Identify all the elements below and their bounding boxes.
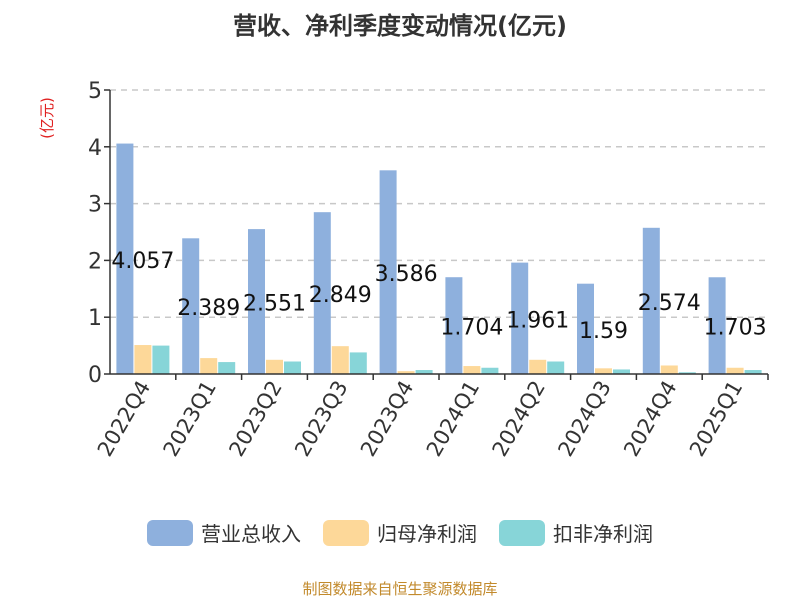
data-label: 3.586	[375, 262, 438, 287]
data-label: 2.574	[638, 291, 701, 316]
bar-1	[313, 212, 331, 374]
x-tick-label: 2023Q2	[224, 377, 286, 461]
data-label: 2.389	[177, 296, 240, 321]
bar-3	[415, 370, 433, 374]
bar-1	[577, 283, 594, 374]
bar-3	[218, 362, 236, 374]
bar-1	[708, 277, 726, 374]
bar-1	[445, 277, 463, 374]
bar-1	[379, 170, 397, 374]
chart-title: 营收、净利季度变动情况(亿元)	[233, 12, 567, 40]
bars	[116, 143, 762, 374]
legend-item[interactable]: 归母净利润	[323, 518, 477, 547]
x-tick-label: 2023Q1	[159, 377, 221, 461]
legend-item[interactable]: 扣非净利润	[499, 518, 653, 547]
x-tick-label: 2022Q4	[93, 377, 155, 461]
data-label: 1.59	[579, 319, 628, 344]
legend-label: 营业总收入	[201, 522, 301, 546]
bar-2	[200, 358, 218, 374]
x-tick-label: 2024Q3	[553, 377, 615, 461]
bar-2	[595, 368, 612, 374]
x-tick-label: 2023Q4	[356, 377, 418, 461]
y-tick-label: 5	[88, 79, 102, 104]
legend-label: 扣非净利润	[553, 522, 653, 546]
bar-2	[463, 366, 481, 374]
x-tick-label: 2024Q4	[619, 377, 681, 461]
bar-3	[547, 361, 565, 374]
y-tick-label: 2	[88, 249, 102, 274]
grid-lines	[110, 89, 768, 318]
y-tick-label: 4	[88, 136, 102, 161]
bar-3	[678, 372, 696, 374]
legend-item[interactable]: 营业总收入	[147, 518, 301, 547]
bar-1	[642, 227, 660, 374]
y-tick-label: 0	[88, 363, 102, 388]
bar-3	[152, 345, 170, 374]
bar-2	[660, 365, 678, 374]
bar-2	[134, 345, 152, 374]
data-label: 2.551	[243, 292, 306, 317]
legend: 营业总收入 归母净利润 扣非净利润	[0, 518, 800, 547]
bar-1	[248, 229, 265, 374]
y-tick-label: 1	[88, 306, 102, 331]
bar-3	[349, 352, 367, 374]
bar-1	[116, 143, 134, 374]
legend-swatch	[499, 519, 545, 546]
bar-3	[481, 367, 499, 374]
legend-label: 归母净利润	[377, 522, 477, 546]
x-tick-label: 2023Q3	[290, 377, 352, 461]
x-tick-label: 2024Q1	[422, 377, 484, 461]
bar-1	[511, 262, 529, 374]
bar-3	[613, 369, 630, 374]
data-label: 4.057	[111, 249, 174, 274]
data-label: 1.961	[506, 308, 569, 333]
data-label: 2.849	[309, 283, 372, 308]
data-label: 1.703	[704, 316, 767, 341]
bar-1	[182, 238, 200, 374]
bar-3	[744, 370, 762, 374]
data-label: 1.704	[440, 316, 503, 341]
y-tick-label: 3	[88, 193, 102, 218]
y-axis-title: (亿元)	[38, 97, 56, 139]
bar-2	[266, 359, 283, 374]
legend-swatch	[147, 519, 193, 546]
bar-2	[529, 359, 547, 374]
legend-swatch	[323, 519, 369, 546]
bar-2	[726, 367, 744, 374]
source-note: 制图数据来自恒生聚源数据库	[302, 580, 498, 598]
bar-2	[331, 346, 349, 374]
x-tick-label: 2024Q2	[488, 377, 550, 461]
bar-3	[284, 361, 301, 374]
x-tick-label: 2025Q1	[685, 377, 747, 461]
bar-2	[397, 371, 415, 374]
